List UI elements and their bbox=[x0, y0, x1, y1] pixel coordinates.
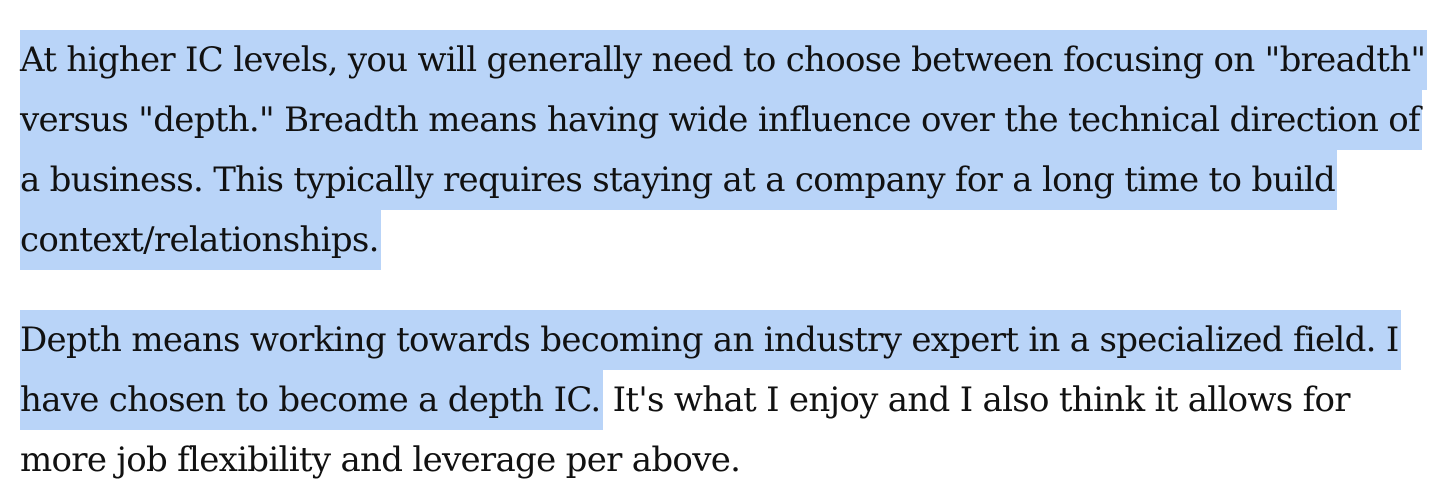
paragraph-breadth: At higher IC levels, you will generally … bbox=[20, 30, 1430, 270]
text-line: more job flexibility and leverage per ab… bbox=[20, 430, 1430, 490]
text-line: have chosen to become a depth IC. It's w… bbox=[20, 370, 1430, 430]
text-line: At higher IC levels, you will generally … bbox=[20, 30, 1430, 90]
unselected-text[interactable]: more job flexibility and leverage per ab… bbox=[20, 440, 741, 480]
text-line: context/relationships. bbox=[20, 210, 1430, 270]
paragraph-spacing bbox=[20, 270, 1430, 310]
paragraph-depth: Depth means working towards becoming an … bbox=[20, 310, 1430, 490]
text-line: versus "depth." Breadth means having wid… bbox=[20, 90, 1430, 150]
selected-text[interactable]: Depth means working towards becoming an … bbox=[20, 310, 1401, 370]
text-line: Depth means working towards becoming an … bbox=[20, 310, 1430, 370]
selected-text[interactable]: have chosen to become a depth IC. bbox=[20, 370, 603, 430]
selected-text[interactable]: a business. This typically requires stay… bbox=[20, 150, 1338, 210]
unselected-text[interactable]: It's what I enjoy and I also think it al… bbox=[602, 380, 1351, 420]
selected-text[interactable]: versus "depth." Breadth means having wid… bbox=[20, 90, 1422, 150]
text-line: a business. This typically requires stay… bbox=[20, 150, 1430, 210]
selected-text[interactable]: At higher IC levels, you will generally … bbox=[20, 30, 1428, 90]
selected-text[interactable]: context/relationships. bbox=[20, 210, 381, 270]
article-text: At higher IC levels, you will generally … bbox=[20, 30, 1430, 490]
